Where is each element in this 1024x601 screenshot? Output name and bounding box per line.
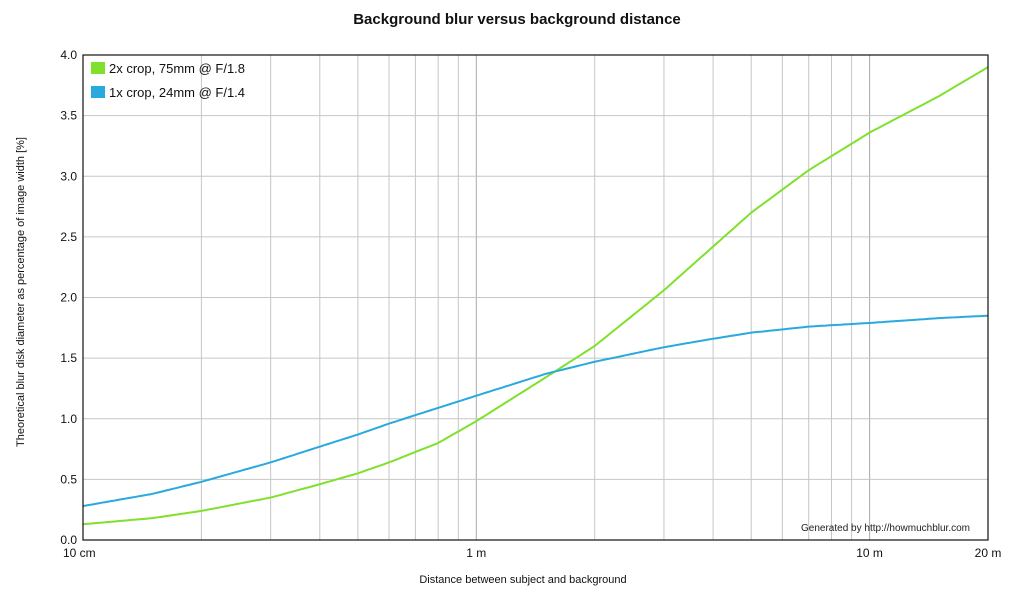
y-tick-label: 2.5 bbox=[60, 230, 77, 244]
y-tick-label: 3.0 bbox=[60, 169, 77, 183]
y-axis-label: Theoretical blur disk diameter as percen… bbox=[15, 137, 27, 447]
y-tick-label: 0.0 bbox=[60, 533, 77, 547]
x-tick-label: 10 m bbox=[856, 546, 883, 560]
x-tick-label: 1 m bbox=[466, 546, 486, 560]
series-line bbox=[82, 66, 989, 526]
plot-frame bbox=[82, 54, 989, 541]
y-tick-label: 2.0 bbox=[60, 291, 77, 305]
legend-label: 2x crop, 75mm @ F/1.8 bbox=[109, 61, 245, 76]
legend: 2x crop, 75mm @ F/1.8 1x crop, 24mm @ F/1… bbox=[91, 61, 245, 100]
legend-swatch bbox=[91, 62, 105, 74]
series-lines bbox=[82, 66, 989, 526]
legend-label: 1x crop, 24mm @ F/1.4 bbox=[109, 85, 245, 100]
chart-title: Background blur versus background distan… bbox=[353, 11, 681, 28]
series-line bbox=[82, 314, 989, 508]
legend-swatch bbox=[91, 86, 105, 98]
credit-annotation: Generated by http://howmuchblur.com bbox=[801, 523, 970, 534]
x-tick-label: 20 m bbox=[975, 546, 1002, 560]
y-tick-label: 3.5 bbox=[60, 109, 77, 123]
y-tick-label: 1.5 bbox=[60, 351, 77, 365]
y-tick-label: 1.0 bbox=[60, 412, 77, 426]
x-axis-label: Distance between subject and background bbox=[419, 574, 626, 586]
tick-labels: 0.0 0.5 1.0 1.5 2.0 2.5 3.0 3.5 4.0 10 cm 1 m 10 m 2… bbox=[60, 48, 1001, 560]
y-tick-label: 0.5 bbox=[60, 472, 77, 486]
y-tick-label: 4.0 bbox=[60, 48, 77, 62]
grid-lines bbox=[82, 54, 989, 541]
x-tick-label: 10 cm bbox=[63, 546, 96, 560]
